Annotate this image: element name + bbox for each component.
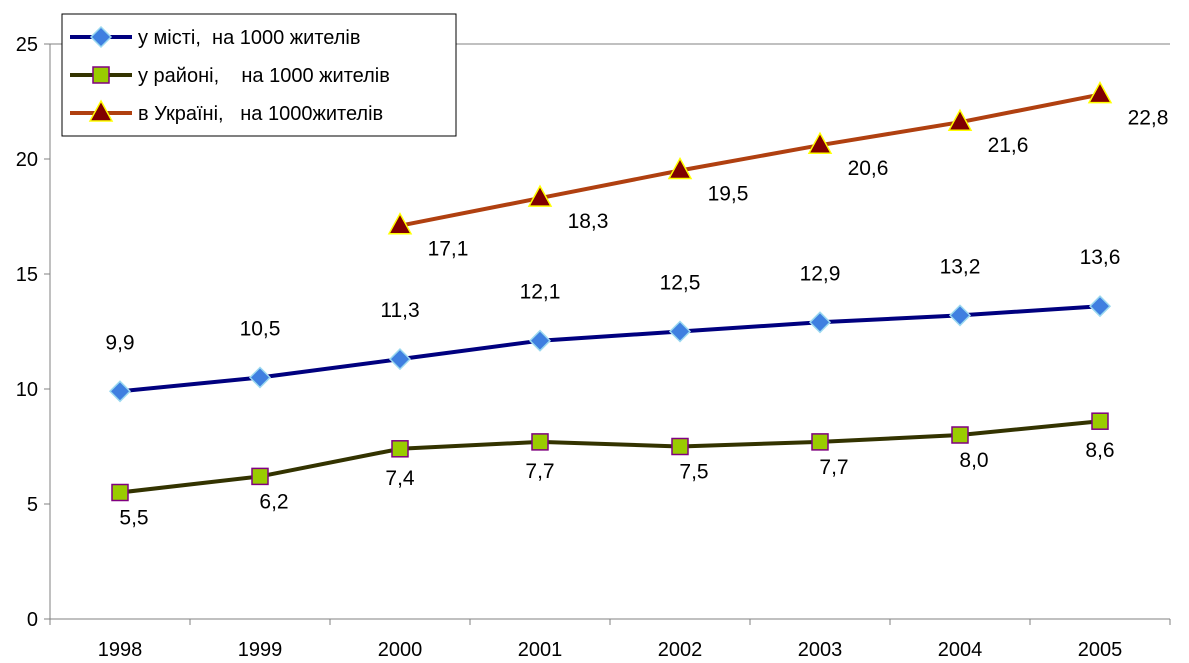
x-tick-label: 1998 <box>98 639 143 661</box>
legend-marker <box>88 99 114 122</box>
data-label: 12,1 <box>520 281 561 304</box>
series-line <box>399 92 1101 228</box>
data-label: 8,6 <box>1085 439 1114 462</box>
data-point-marker <box>808 311 832 334</box>
legend-marker <box>92 66 110 84</box>
data-point-marker <box>671 437 689 456</box>
y-tick-label: 25 <box>16 34 38 56</box>
x-tick-label: 2005 <box>1078 639 1123 661</box>
y-tick-label: 15 <box>16 264 38 286</box>
data-point-marker <box>111 483 129 502</box>
data-label: 12,9 <box>800 262 841 285</box>
data-label: 6,2 <box>259 490 288 513</box>
series-3 <box>387 81 1113 235</box>
data-label: 19,5 <box>708 183 749 206</box>
data-label: 22,8 <box>1128 107 1169 130</box>
series-line <box>119 419 1101 495</box>
y-tick-label: 5 <box>27 494 38 516</box>
data-point-marker <box>251 467 269 486</box>
data-label-layer: 9,9 10,5 11,3 12,1 12,5 12,9 13,2 13,6 5,5 6,2 7,4… <box>105 107 1168 530</box>
data-point-marker <box>391 440 409 458</box>
data-point-marker <box>1091 412 1109 430</box>
legend-label: в Україні, на 1000жителів <box>138 103 383 125</box>
legend-marker <box>89 25 113 49</box>
data-point-marker <box>387 212 413 235</box>
data-label: 20,6 <box>848 157 889 180</box>
data-label: 7,4 <box>385 467 415 490</box>
legend-item: у місті, на 1000 жителів <box>70 25 360 49</box>
legend-item: в Україні, на 1000жителів <box>70 99 383 125</box>
data-label: 10,5 <box>240 318 281 341</box>
series-2 <box>111 412 1109 502</box>
x-tick-label: 1999 <box>238 639 283 661</box>
data-point-marker <box>388 348 412 371</box>
data-point-marker <box>531 433 549 451</box>
legend-label: у місті, на 1000 жителів <box>138 27 360 49</box>
legend-label: у районі, на 1000 жителів <box>138 65 390 87</box>
data-point-marker <box>947 108 973 131</box>
data-point-marker <box>1088 295 1112 318</box>
data-point-marker <box>951 426 969 444</box>
x-tick-label: 2002 <box>658 639 703 661</box>
y-tick-label: 0 <box>27 609 38 631</box>
data-point-marker <box>807 131 833 154</box>
series-line <box>119 304 1101 394</box>
data-point-marker <box>248 366 272 389</box>
x-tick-label: 2004 <box>938 639 983 661</box>
y-tick-label: 10 <box>16 379 38 401</box>
x-tick-label: 2001 <box>518 639 563 661</box>
data-label: 7,5 <box>679 461 708 484</box>
series-1 <box>108 295 1112 403</box>
data-label: 7,7 <box>525 460 554 483</box>
data-point-marker <box>948 304 972 327</box>
y-tick-label: 20 <box>16 149 38 171</box>
data-label: 11,3 <box>380 299 419 322</box>
data-point-marker <box>528 329 552 352</box>
data-label: 8,0 <box>959 449 988 472</box>
data-point-marker <box>667 156 693 180</box>
x-tick-label: 2000 <box>378 639 423 661</box>
legend: у місті, на 1000 жителів у районі, на 100… <box>61 13 457 137</box>
data-point-marker <box>108 380 132 403</box>
x-tick-label: 2003 <box>798 639 843 661</box>
axis-layer: 0 5 10 15 20 25 1998 1999 2000 2001 2002 2003 2004 20… <box>16 34 1171 661</box>
data-label: 13,2 <box>940 255 981 278</box>
data-label: 21,6 <box>988 134 1029 157</box>
data-label: 7,7 <box>819 456 848 479</box>
data-label: 18,3 <box>568 210 609 233</box>
data-label: 13,6 <box>1080 246 1121 269</box>
data-point-marker <box>811 433 829 451</box>
data-point-marker <box>527 184 553 207</box>
data-label: 5,5 <box>119 507 148 530</box>
legend-item: у районі, на 1000 жителів <box>70 65 390 87</box>
data-point-marker <box>668 320 692 343</box>
series-layer <box>108 81 1113 502</box>
data-label: 17,1 <box>428 238 469 261</box>
data-point-marker <box>1087 81 1113 104</box>
data-label: 9,9 <box>105 331 134 354</box>
data-label: 12,5 <box>660 272 701 295</box>
